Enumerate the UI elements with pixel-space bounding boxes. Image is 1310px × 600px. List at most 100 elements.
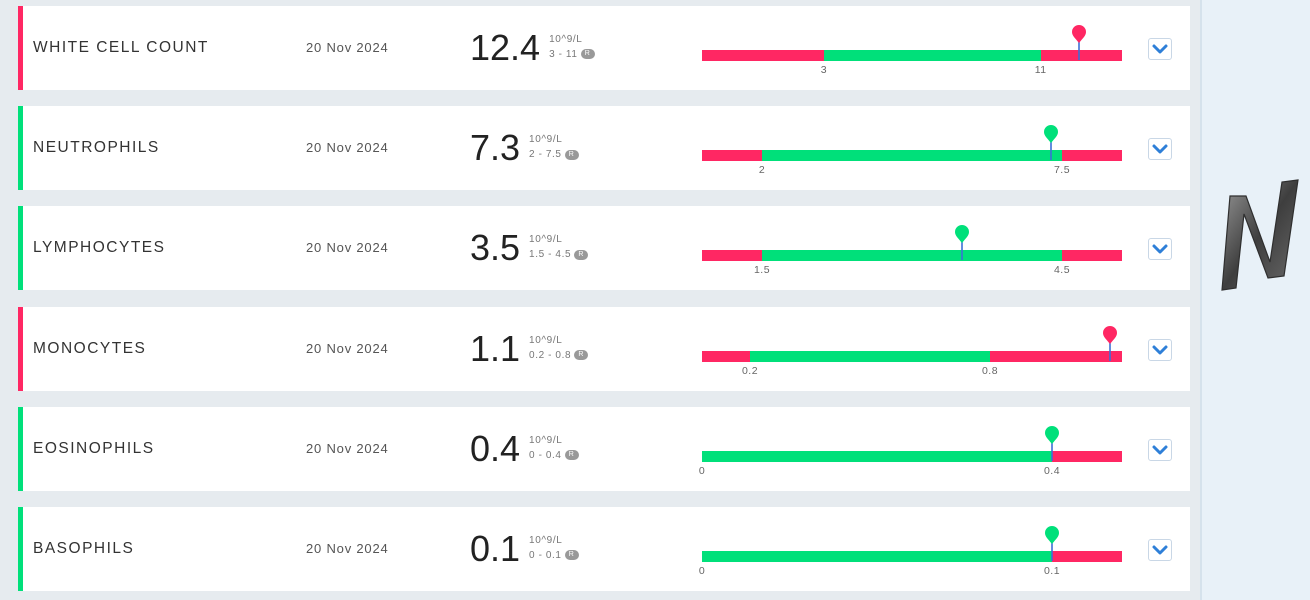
range-low-segment bbox=[702, 350, 750, 362]
pin-icon-red bbox=[1103, 325, 1117, 361]
expand-button[interactable] bbox=[1148, 539, 1172, 561]
chevron-down-icon bbox=[1152, 445, 1168, 455]
test-date: 20 Nov 2024 bbox=[306, 140, 389, 156]
chevron-down-icon bbox=[1152, 144, 1168, 154]
range-high-segment bbox=[990, 350, 1122, 362]
reference-range: 2 - 7.5 bbox=[529, 149, 562, 161]
test-name: EOSINOPHILS bbox=[33, 439, 155, 457]
pin-icon-green bbox=[1045, 425, 1059, 461]
range-bar bbox=[702, 250, 1122, 262]
result-value: 0.1 bbox=[470, 528, 521, 569]
range-low-label: 2 bbox=[758, 164, 766, 177]
range-badge[interactable]: R bbox=[564, 550, 579, 561]
range-bar bbox=[702, 150, 1122, 162]
result-row[interactable]: WHITE CELL COUNT 20 Nov 2024 12.4 10^9/L 3 -… bbox=[18, 6, 1190, 90]
unit-label: 10^9/L bbox=[529, 234, 563, 246]
unit-and-range: 10^9/L 1.5 - 4.5 R bbox=[529, 232, 589, 262]
range-normal-segment bbox=[762, 150, 1062, 162]
range-normal-segment bbox=[823, 50, 1041, 61]
results-panel: WHITE CELL COUNT 20 Nov 2024 12.4 10^9/L 3 -… bbox=[18, 6, 1190, 591]
test-date: 20 Nov 2024 bbox=[306, 440, 389, 456]
unit-label: 10^9/L bbox=[529, 134, 563, 146]
range-bar bbox=[702, 350, 1122, 362]
unit-and-range: 10^9/L 0 - 0.4 R bbox=[529, 433, 579, 463]
reference-range: 0.2 - 0.8 bbox=[529, 349, 572, 361]
range-low-label: 0 bbox=[698, 565, 706, 577]
range-high-label: 11 bbox=[1034, 64, 1047, 76]
result-row[interactable]: LYMPHOCYTES 20 Nov 2024 3.5 10^9/L 1.5 - 4.5… bbox=[18, 206, 1190, 291]
app-logo-icon bbox=[1221, 179, 1299, 291]
range-low-segment bbox=[702, 250, 762, 262]
range-badge[interactable]: R bbox=[564, 450, 579, 461]
test-name: LYMPHOCYTES bbox=[33, 239, 166, 257]
reference-range: 1.5 - 4.5 bbox=[529, 249, 572, 261]
chevron-down-icon bbox=[1152, 44, 1168, 54]
range-normal-segment bbox=[750, 350, 990, 362]
test-date: 20 Nov 2024 bbox=[306, 340, 389, 356]
range-high-label: 4.5 bbox=[1053, 264, 1071, 277]
expand-button[interactable] bbox=[1148, 38, 1172, 60]
range-high-label: 0.4 bbox=[1043, 464, 1061, 477]
unit-label: 10^9/L bbox=[529, 434, 563, 446]
result-value: 3.5 bbox=[470, 227, 521, 269]
range-bar bbox=[702, 450, 1122, 462]
test-date: 20 Nov 2024 bbox=[306, 40, 389, 55]
range-badge[interactable]: R bbox=[564, 149, 579, 160]
range-high-segment bbox=[1052, 551, 1122, 562]
range-high-label: 0.8 bbox=[981, 364, 999, 377]
expand-button[interactable] bbox=[1148, 338, 1172, 361]
status-stripe bbox=[18, 6, 23, 90]
unit-label: 10^9/L bbox=[529, 535, 563, 546]
range-high-segment bbox=[1052, 450, 1122, 462]
range-low-label: 3 bbox=[820, 64, 828, 76]
status-stripe bbox=[18, 306, 23, 391]
range-low-segment bbox=[702, 150, 762, 162]
range-badge[interactable]: R bbox=[574, 249, 589, 260]
unit-and-range: 10^9/L 3 - 11 R bbox=[549, 32, 595, 62]
result-value: 7.3 bbox=[470, 127, 521, 169]
expand-button[interactable] bbox=[1148, 438, 1172, 461]
unit-label: 10^9/L bbox=[549, 34, 583, 45]
result-row[interactable]: EOSINOPHILS 20 Nov 2024 0.4 10^9/L 0 - 0.4 R 0… bbox=[18, 406, 1190, 491]
result-value: 12.4 bbox=[470, 27, 541, 68]
range-bar bbox=[702, 551, 1122, 562]
status-stripe bbox=[18, 206, 23, 291]
range-high-segment bbox=[1040, 50, 1122, 61]
pin-icon-red bbox=[1071, 25, 1086, 60]
sidebar bbox=[1200, 0, 1310, 600]
chevron-down-icon bbox=[1152, 244, 1168, 254]
status-stripe bbox=[18, 406, 23, 491]
range-normal-segment bbox=[762, 250, 1062, 262]
test-date: 20 Nov 2024 bbox=[306, 240, 389, 256]
chevron-down-icon bbox=[1152, 345, 1168, 355]
range-badge[interactable]: R bbox=[580, 49, 595, 60]
range-high-label: 0.1 bbox=[1043, 565, 1061, 577]
range-badge[interactable]: R bbox=[574, 349, 589, 360]
range-bar bbox=[702, 50, 1122, 61]
chevron-down-icon bbox=[1152, 545, 1168, 555]
unit-label: 10^9/L bbox=[529, 334, 563, 346]
range-low-label: 1.5 bbox=[753, 264, 771, 277]
range-high-segment bbox=[1062, 150, 1122, 162]
unit-and-range: 10^9/L 0.2 - 0.8 R bbox=[529, 333, 589, 363]
result-row[interactable]: MONOCYTES 20 Nov 2024 1.1 10^9/L 0.2 - 0.8 R 0… bbox=[18, 306, 1190, 391]
test-name: MONOCYTES bbox=[33, 339, 147, 357]
expand-button[interactable] bbox=[1148, 238, 1172, 261]
unit-and-range: 10^9/L 2 - 7.5 R bbox=[529, 132, 579, 162]
test-name: BASOPHILS bbox=[33, 540, 135, 557]
range-high-segment bbox=[1062, 250, 1122, 262]
test-name: WHITE CELL COUNT bbox=[33, 39, 209, 56]
range-high-label: 7.5 bbox=[1053, 164, 1071, 177]
unit-and-range: 10^9/L 0 - 0.1 R bbox=[529, 533, 579, 563]
range-low-label: 0 bbox=[698, 464, 706, 477]
result-value: 0.4 bbox=[470, 427, 521, 469]
expand-button[interactable] bbox=[1148, 138, 1172, 161]
range-low-label: 0.2 bbox=[741, 364, 759, 377]
pin-icon-green bbox=[1045, 526, 1059, 561]
reference-range: 3 - 11 bbox=[549, 49, 578, 60]
result-row[interactable]: NEUTROPHILS 20 Nov 2024 7.3 10^9/L 2 - 7.5 R 2… bbox=[18, 106, 1190, 191]
reference-range: 0 - 0.1 bbox=[529, 550, 562, 561]
status-stripe bbox=[18, 106, 23, 191]
range-normal-segment bbox=[702, 551, 1052, 562]
result-row[interactable]: BASOPHILS 20 Nov 2024 0.1 10^9/L 0 - 0.1 R 0 0.… bbox=[18, 507, 1190, 591]
